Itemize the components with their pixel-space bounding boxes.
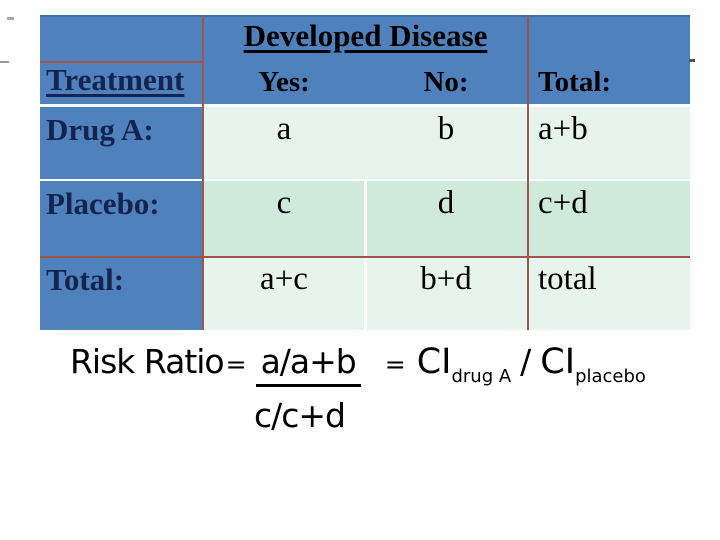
cell-placebo-total: c+d [538,185,588,221]
column-header-total: Total: [538,66,612,98]
grid-line-vertical-right [527,15,529,330]
formula-equals-1: = [225,350,247,379]
row-label-placebo: Placebo: [46,186,160,221]
formula-ci-drug: CI [416,342,452,382]
edge-tick-right [689,59,695,62]
risk-ratio-formula: Risk Ratio = a/a+b = CI drug A / CI plac… [70,342,646,387]
cell-total-yes: a+c [260,261,308,297]
table-header-band [40,15,690,104]
row-placebo-label-cell [40,181,203,256]
edge-tick-left [0,61,9,63]
formula-equals-2: = [384,350,406,379]
row-label-drug-a: Drug A: [46,112,154,147]
row-drug-a-data-band [203,107,690,179]
yes-no-divider-total [364,258,367,330]
cell-total-total: total [538,261,597,297]
formula-ci-placebo-subscript: placebo [575,366,646,387]
grid-line-total-row [40,256,690,258]
row-total-data-band [203,258,690,330]
corner-header-treatment: Treatment [46,62,185,97]
column-header-yes: Yes: [258,66,310,98]
cell-total-no: b+d [420,261,472,297]
row-label-total: Total: [46,262,125,297]
formula-lhs: Risk Ratio [70,342,225,381]
cell-drug-a-no: b [437,111,455,147]
cell-placebo-no: d [437,185,455,221]
column-header-no: No: [423,66,469,98]
row-placebo-data-band [203,181,690,256]
formula-divide-sign: / [520,342,532,381]
formula-numerator: a/a+b [255,342,361,387]
formula-ci-drug-subscript: drug A [451,366,512,387]
cell-placebo-yes: c [276,185,292,221]
formula-ci-placebo: CI [540,342,576,382]
edge-tick-topleft [7,17,14,20]
row-drug-a-label-cell [40,107,203,179]
span-header-developed-disease: Developed Disease [243,18,488,53]
grid-line-vertical-left [202,15,204,330]
row-total-label-cell [40,258,203,330]
cell-drug-a-total: a+b [538,111,588,147]
yes-no-divider-placebo [364,181,367,256]
cell-drug-a-yes: a [276,111,292,147]
grid-line-header-split [40,61,203,63]
formula-denominator: c/c+d [254,396,346,435]
